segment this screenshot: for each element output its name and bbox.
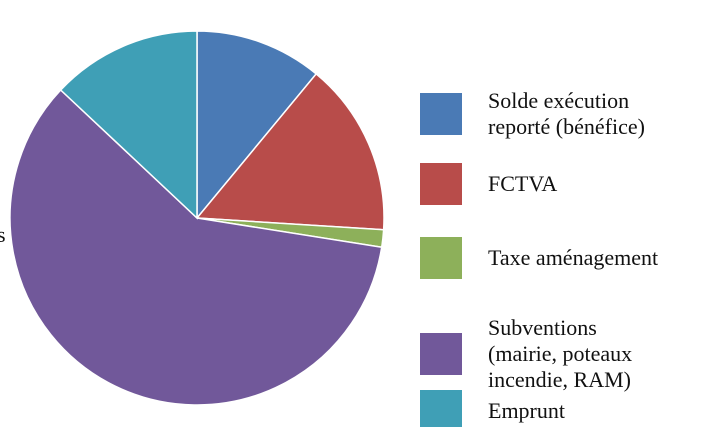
legend-label: FCTVA <box>488 171 558 196</box>
legend-swatch <box>420 93 462 135</box>
legend-label: Taxe aménagement <box>488 245 659 270</box>
legend-item: FCTVA <box>420 163 722 205</box>
pie-slice <box>59 30 198 220</box>
legend-swatch <box>420 390 462 427</box>
legend-item: Solde exécution reporté (bénéfice) <box>420 88 668 140</box>
pie-slice <box>196 30 318 221</box>
legend-item: Subventions (mairie, poteaux incendie, R… <box>420 315 658 393</box>
legend-swatch <box>420 237 462 279</box>
legend-item: Taxe aménagement <box>420 237 722 279</box>
legend-swatch <box>420 163 462 205</box>
annotation: s <box>0 222 6 247</box>
legend-item: Emprunt <box>420 390 722 427</box>
legend-label: Emprunt <box>488 398 565 423</box>
legend-label: Solde exécution reporté (bénéfice) <box>488 88 645 139</box>
pie-slice <box>9 88 383 406</box>
legend-label: Subventions (mairie, poteaux incendie, R… <box>488 315 633 392</box>
legend-swatch <box>420 333 462 375</box>
pie-slice <box>195 72 385 231</box>
